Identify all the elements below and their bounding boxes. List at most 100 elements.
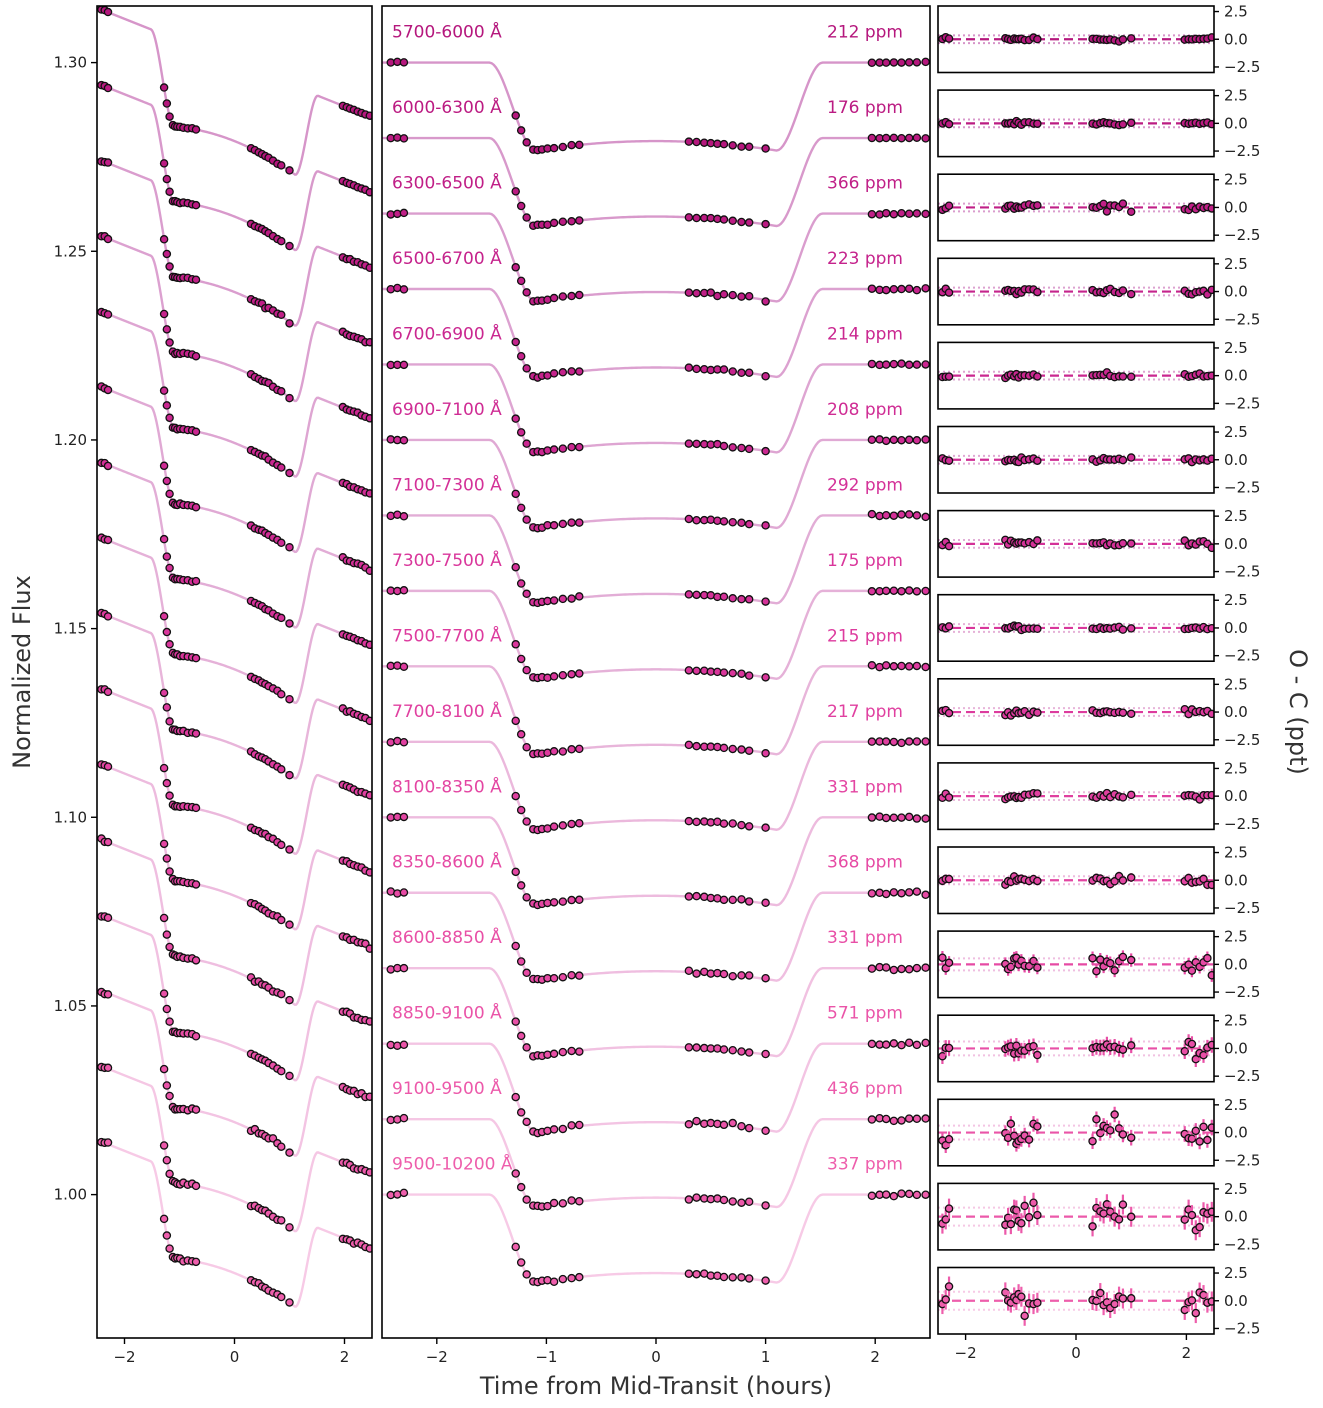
detrended-data-point	[522, 665, 531, 675]
detrended-data-point	[881, 737, 891, 746]
detrended-data-point	[719, 1120, 729, 1130]
detrended-xtick-label: 2	[870, 1348, 880, 1366]
raw-data-point	[162, 552, 172, 561]
raw-data-point	[159, 309, 169, 319]
detrended-data-point	[549, 596, 559, 605]
detrended-data-point	[744, 1197, 754, 1206]
raw-model-line	[97, 535, 372, 705]
residual-point	[938, 953, 947, 962]
residual-point	[1207, 454, 1214, 464]
detrended-model-line	[382, 967, 930, 1058]
residual-point	[1029, 1042, 1038, 1051]
raw-data-point	[165, 338, 174, 347]
detrended-data-point	[719, 743, 729, 753]
detrended-data-point	[728, 819, 737, 828]
detrended-data-point	[692, 666, 701, 676]
detrended-data-point	[912, 285, 922, 295]
detrended-data-point	[558, 444, 568, 453]
detrended-xtick-label: −1	[535, 1348, 557, 1366]
wavelength-label: 6000-6300 Å	[392, 96, 502, 118]
detrended-data-point	[867, 359, 877, 369]
raw-data-point	[191, 503, 201, 512]
detrended-data-point	[881, 285, 891, 295]
detrended-data-point	[881, 889, 891, 899]
detrended-data-point	[737, 1198, 746, 1207]
detrended-data-point	[558, 671, 568, 680]
raw-data-point	[103, 837, 113, 847]
detrended-data-point	[522, 213, 531, 222]
residual-point	[1029, 956, 1038, 966]
residual-point	[944, 372, 954, 381]
raw-ytick-label: 1.25	[54, 242, 87, 260]
raw-data-point	[191, 576, 201, 586]
raw-data-point	[191, 729, 201, 738]
detrended-data-point	[516, 805, 526, 815]
detrended-data-point	[737, 669, 746, 678]
detrended-model-line	[382, 61, 930, 152]
residual-content	[938, 871, 1214, 890]
detrended-data-point	[897, 284, 906, 294]
detrended-data-point	[522, 968, 531, 978]
residual-xtick-label: 2	[1182, 1344, 1192, 1362]
detrended-data-point	[889, 511, 899, 520]
residual-ytick-label: 2.5	[1224, 1264, 1248, 1282]
detrended-data-point	[904, 284, 914, 293]
raw-data-point	[276, 463, 286, 472]
detrended-model-line	[382, 816, 930, 907]
raw-data-point	[365, 1092, 372, 1101]
scatter-label: 366 ppm	[827, 174, 903, 194]
detrended-data-point	[719, 365, 729, 374]
detrended-data-point	[575, 592, 584, 601]
y-axis-label-left: Normalized Flux	[8, 575, 36, 769]
detrended-data-point	[549, 293, 559, 303]
raw-data-point	[159, 1141, 169, 1150]
residual-panel: 2.5 0.0 −2.5	[937, 3, 1260, 76]
raw-data-point	[191, 880, 201, 889]
detrended-data-point	[921, 1114, 930, 1123]
raw-data-point	[276, 765, 286, 774]
residual-point	[1191, 1308, 1201, 1318]
detrended-data-point	[522, 439, 531, 448]
detrended-data-point	[719, 969, 729, 979]
detrended-data-point	[684, 966, 694, 976]
raw-data-point	[162, 930, 172, 939]
residual-point	[1033, 201, 1042, 210]
residual-ytick-label: −2.5	[1224, 1319, 1260, 1337]
raw-ytick-label: 1.15	[54, 620, 87, 638]
detrended-data-point	[575, 1047, 584, 1056]
scatter-label: 176 ppm	[827, 98, 903, 118]
residual-frame	[937, 341, 1215, 410]
detrended-data-point	[684, 288, 694, 297]
detrended-model-line	[382, 891, 930, 982]
detrended-data-point	[912, 1114, 922, 1124]
raw-model-line	[97, 761, 372, 931]
residual-frame	[937, 173, 1215, 242]
detrended-data-point	[575, 895, 584, 905]
detrended-data-point	[904, 586, 914, 595]
detrended-data-point	[889, 888, 899, 897]
residual-point	[1207, 1123, 1214, 1132]
raw-data-point	[285, 694, 294, 704]
detrended-lightcurves-panel: 5700-6000 Å 212 ppm 6000-6300 Å 176 ppm 6300…	[381, 5, 931, 1366]
detrended-model-line	[382, 665, 930, 756]
residual-panel: 2.5 0.0 −2.5	[937, 255, 1260, 328]
residual-point	[944, 708, 954, 718]
detrended-data-point	[737, 518, 746, 528]
detrended-data-point	[549, 974, 559, 983]
detrended-data-point	[558, 1199, 568, 1208]
detrended-data-point	[867, 964, 877, 973]
detrended-data-point	[744, 1123, 754, 1133]
raw-data-point	[191, 200, 201, 210]
residual-ytick-label: 2.5	[1224, 423, 1248, 441]
detrended-data-point	[558, 368, 568, 377]
wavelength-label: 9100-9500 Å	[392, 1077, 502, 1099]
raw-data-point	[276, 689, 286, 699]
detrended-data-point	[761, 823, 770, 832]
residual-point	[1118, 455, 1128, 465]
residual-point	[1033, 34, 1042, 44]
detrended-data-point	[575, 1272, 584, 1282]
detrended-data-point	[549, 747, 559, 756]
detrended-data-point	[912, 887, 922, 896]
detrended-data-point	[728, 1273, 737, 1282]
scatter-label: 331 ppm	[827, 777, 903, 797]
